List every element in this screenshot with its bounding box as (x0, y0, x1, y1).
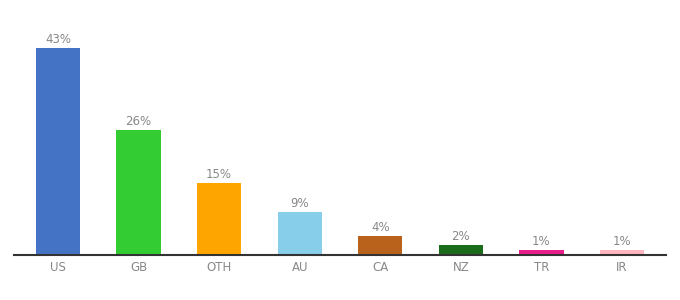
Text: 4%: 4% (371, 221, 390, 234)
Text: 1%: 1% (532, 235, 551, 248)
Bar (116, 130, 160, 255)
Bar (439, 245, 483, 255)
Bar (358, 236, 403, 255)
Bar (197, 183, 241, 255)
Text: 1%: 1% (613, 235, 632, 248)
Bar (277, 212, 322, 255)
Bar (36, 48, 80, 255)
Text: 15%: 15% (206, 168, 232, 181)
Bar (520, 250, 564, 255)
Text: 26%: 26% (125, 115, 152, 128)
Text: 9%: 9% (290, 197, 309, 210)
Text: 2%: 2% (452, 230, 470, 244)
Bar (600, 250, 644, 255)
Text: 43%: 43% (45, 33, 71, 46)
